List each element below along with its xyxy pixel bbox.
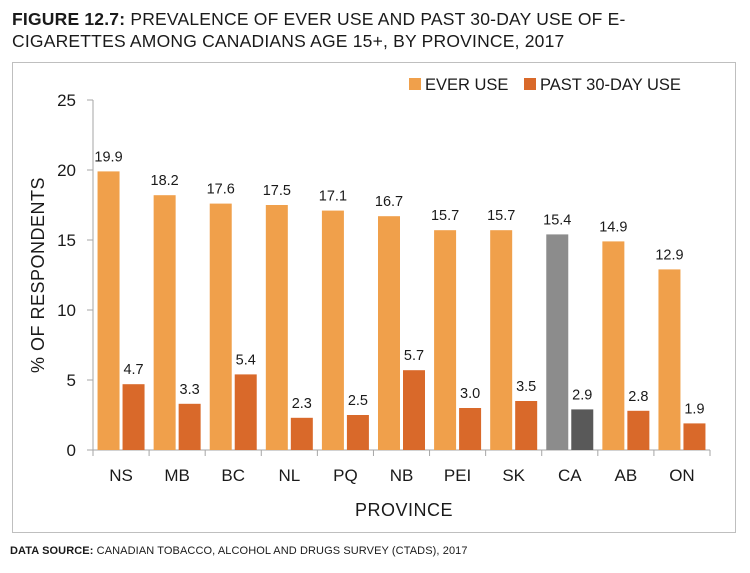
data-label-ever-use: 15.7 xyxy=(487,208,515,224)
y-tick-label: 25 xyxy=(57,91,76,110)
bar-ever-use-on xyxy=(658,269,681,450)
bar-past-30-day-ca xyxy=(571,409,594,450)
data-label-past-30-day: 3.0 xyxy=(460,386,480,402)
data-label-past-30-day: 1.9 xyxy=(684,401,704,417)
bar-past-30-day-nb xyxy=(403,370,425,450)
title-text: PREVALENCE OF EVER USE AND PAST 30-DAY U… xyxy=(12,9,626,51)
data-label-past-30-day: 2.9 xyxy=(572,387,592,403)
bar-past-30-day-ab xyxy=(627,410,650,450)
y-tick-label: 20 xyxy=(57,161,76,180)
data-label-ever-use: 17.6 xyxy=(207,182,235,198)
chart-frame xyxy=(12,62,736,533)
y-tick-label: 10 xyxy=(57,301,76,320)
bar-ever-use-pq xyxy=(321,210,344,450)
data-label-ever-use: 17.5 xyxy=(263,183,291,199)
bar-ever-use-bc xyxy=(209,203,232,450)
bar-ever-use-sk xyxy=(490,230,513,450)
x-tick-label-mb: MB xyxy=(164,466,190,485)
data-label-past-30-day: 4.7 xyxy=(123,362,143,378)
data-label-past-30-day: 5.7 xyxy=(404,348,424,364)
y-tick-label: 0 xyxy=(67,441,76,460)
bar-ever-use-nb xyxy=(378,216,400,450)
legend-label-ever-use: EVER USE xyxy=(425,76,508,94)
bar-ever-use-pei xyxy=(434,230,457,450)
bar-past-30-day-on xyxy=(683,423,706,450)
bar-past-30-day-bc xyxy=(234,374,257,450)
y-axis-title: % OF RESPONDENTS xyxy=(28,177,48,373)
x-tick-label-pei: PEI xyxy=(444,466,471,485)
x-tick-label-pq: PQ xyxy=(333,466,358,485)
bar-ever-use-mb xyxy=(153,195,176,450)
legend-swatch-past-30-day xyxy=(524,78,536,90)
data-label-ever-use: 14.9 xyxy=(599,219,627,235)
y-tick-label: 5 xyxy=(67,371,76,390)
x-axis-title: PROVINCE xyxy=(355,500,453,520)
x-tick-label-sk: SK xyxy=(502,466,525,485)
x-tick-label-ns: NS xyxy=(109,466,133,485)
data-label-past-30-day: 2.8 xyxy=(628,389,648,405)
data-label-ever-use: 12.9 xyxy=(655,247,683,263)
data-label-past-30-day: 5.4 xyxy=(236,352,256,368)
chart-title: FIGURE 12.7: PREVALENCE OF EVER USE AND … xyxy=(12,8,738,52)
bar-past-30-day-mb xyxy=(178,403,201,450)
data-label-ever-use: 15.4 xyxy=(543,212,571,228)
bar-ever-use-ns xyxy=(97,171,120,450)
data-label-ever-use: 18.2 xyxy=(151,173,179,189)
data-label-ever-use: 19.9 xyxy=(94,149,122,165)
data-label-ever-use: 17.1 xyxy=(319,189,347,205)
data-label-past-30-day: 3.3 xyxy=(180,382,200,398)
data-label-ever-use: 15.7 xyxy=(431,208,459,224)
legend-swatch-ever-use xyxy=(409,78,421,90)
figure-number: FIGURE 12.7: xyxy=(12,9,126,29)
bar-ever-use-ab xyxy=(602,241,625,450)
bar-past-30-day-pei xyxy=(459,408,482,450)
x-tick-label-bc: BC xyxy=(221,466,245,485)
x-tick-label-nl: NL xyxy=(278,466,300,485)
bar-past-30-day-nl xyxy=(290,417,313,450)
bar-ever-use-nl xyxy=(265,205,288,450)
source-label: DATA SOURCE: xyxy=(10,545,94,557)
y-tick-label: 15 xyxy=(57,231,76,250)
data-label-ever-use: 16.7 xyxy=(375,194,403,210)
legend-label-past-30-day: PAST 30-DAY USE xyxy=(540,76,681,94)
bar-past-30-day-ns xyxy=(122,384,145,450)
data-source: DATA SOURCE: CANADIAN TOBACCO, ALCOHOL A… xyxy=(10,545,468,557)
bar-past-30-day-sk xyxy=(515,401,538,450)
source-text: CANADIAN TOBACCO, ALCOHOL AND DRUGS SURV… xyxy=(96,545,468,557)
x-tick-label-on: ON xyxy=(669,466,695,485)
bar-ever-use-ca xyxy=(546,234,569,450)
x-tick-label-ab: AB xyxy=(615,466,638,485)
data-label-past-30-day: 3.5 xyxy=(516,379,536,395)
x-tick-label-nb: NB xyxy=(390,466,414,485)
bar-past-30-day-pq xyxy=(346,415,369,450)
data-label-past-30-day: 2.5 xyxy=(348,393,368,409)
x-tick-label-ca: CA xyxy=(558,466,582,485)
data-label-past-30-day: 2.3 xyxy=(292,396,312,412)
